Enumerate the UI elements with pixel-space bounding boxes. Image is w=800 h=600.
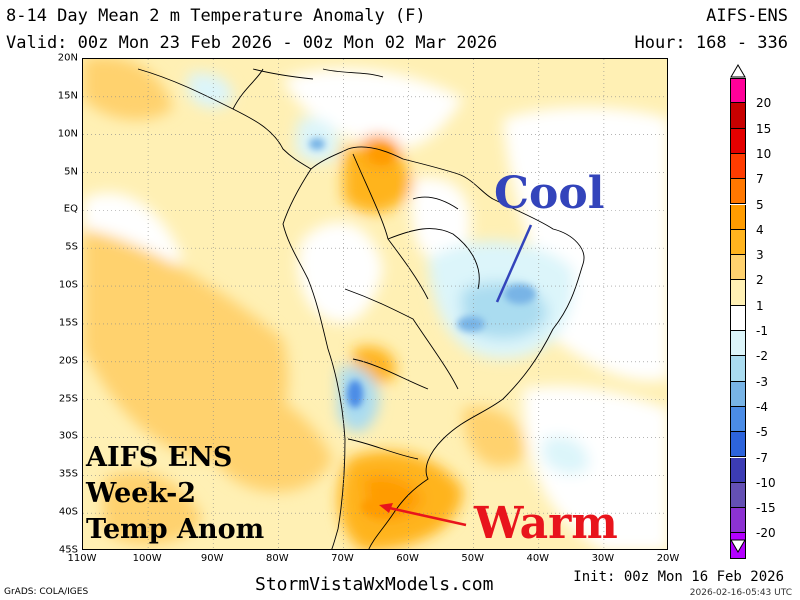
badge-line-model: AIFS ENS (86, 442, 233, 473)
lat-label: 30S (58, 430, 78, 442)
colorbar-level-label: -10 (756, 475, 776, 490)
colorbar-level-label: -20 (756, 526, 776, 541)
lon-label: 40W (526, 553, 550, 564)
colorbar-segment (730, 406, 746, 433)
chart-title: 8-14 Day Mean 2 m Temperature Anomaly (F… (6, 6, 426, 26)
map-canvas (83, 59, 667, 549)
colorbar-top-arrow (730, 64, 746, 78)
colorbar-level-label: 20 (756, 96, 772, 111)
colorbar-level-label: -1 (756, 324, 768, 338)
colorbar-segment (730, 128, 746, 154)
colorbar-level-label: -7 (756, 450, 768, 465)
colorbar-segment (730, 280, 746, 306)
colorbar-segment (730, 356, 746, 382)
colorbar-segment (730, 432, 746, 458)
lon-label: 110W (67, 553, 97, 564)
lat-label: 10S (58, 279, 78, 291)
colorbar-segment (730, 179, 746, 205)
lat-label: 40S (58, 506, 78, 518)
lat-label: 45S (58, 544, 78, 556)
lon-label: 50W (461, 553, 484, 564)
colorbar-level-label: -4 (756, 399, 768, 414)
lon-label: 20W (656, 553, 680, 564)
model-badge: AIFS ENS Week-2 Temp Anom (86, 440, 264, 548)
lat-lon-grid (83, 59, 667, 549)
colorbar-level-label: 10 (756, 146, 772, 161)
render-timestamp: 2026-02-16-05:43 UTC (689, 588, 792, 598)
valid-period: Valid: 00z Mon 23 Feb 2026 - 00z Mon 02 … (6, 33, 498, 53)
lat-label: 15N (57, 90, 78, 102)
colorbar-level-label: 3 (756, 248, 764, 263)
cool-label: Cool (494, 168, 605, 219)
colorbar-level-label: 15 (756, 121, 772, 136)
grads-credit: GrADS: COLA/IGES (4, 587, 89, 597)
colorbar-segment (730, 78, 746, 104)
colorbar-segment (730, 457, 746, 483)
lat-label: 35S (58, 468, 78, 480)
coastlines (137, 68, 585, 549)
colorbar-segment (730, 381, 746, 407)
forecast-hour: Hour: 168 - 336 (634, 33, 788, 53)
colorbar-segment (730, 229, 746, 256)
warm-label: Warm (474, 498, 618, 549)
colorbar-level-label: 1 (756, 298, 764, 313)
badge-line-week: Week-2 (86, 478, 197, 509)
colorbar-segment (730, 305, 746, 331)
lat-label: 5N (64, 166, 78, 178)
warm-arrow (384, 505, 467, 527)
colorbar-level-label: 5 (756, 197, 764, 212)
anomaly-map (82, 58, 668, 550)
lat-label: 25S (58, 393, 78, 405)
lat-label: 5S (65, 241, 78, 253)
lon-label: 80W (266, 553, 289, 564)
lat-label: 20N (57, 52, 78, 64)
lon-label: 60W (396, 553, 419, 564)
colorbar-segment (730, 204, 746, 230)
model-name: AIFS-ENS (706, 6, 788, 26)
lat-label: 20S (58, 355, 78, 367)
colorbar-level-label: 7 (756, 172, 764, 187)
colorbar-level-label: -15 (756, 501, 776, 516)
colorbar-level-label: 2 (756, 273, 764, 288)
lon-label: 30W (591, 553, 615, 564)
site-name: StormVistaWxModels.com (255, 574, 494, 595)
colorbar-level-label: 4 (756, 222, 764, 237)
colorbar-level-label: -5 (756, 425, 768, 440)
colorbar-level-label: -2 (756, 349, 768, 364)
colorbar-segment (730, 331, 746, 357)
colorbar-segment (730, 482, 746, 509)
lat-label: EQ (63, 203, 78, 215)
lon-label: 100W (132, 553, 162, 564)
colorbar-segment (730, 255, 746, 281)
lat-label: 15S (58, 317, 78, 329)
colorbar-segment (730, 153, 746, 180)
colorbar-level-label: -3 (756, 374, 768, 389)
colorbar-segment (730, 508, 746, 534)
lat-label: 10N (57, 128, 78, 140)
warm-arrowhead (379, 503, 393, 513)
badge-line-var: Temp Anom (86, 514, 265, 545)
cool-arrow (495, 224, 533, 303)
colorbar-segment (730, 103, 746, 129)
colorbar-bottom-arrow (730, 539, 746, 553)
init-time: Init: 00z Mon 16 Feb 2026 (573, 569, 784, 585)
lon-label: 70W (331, 553, 354, 564)
lon-label: 90W (200, 553, 224, 564)
